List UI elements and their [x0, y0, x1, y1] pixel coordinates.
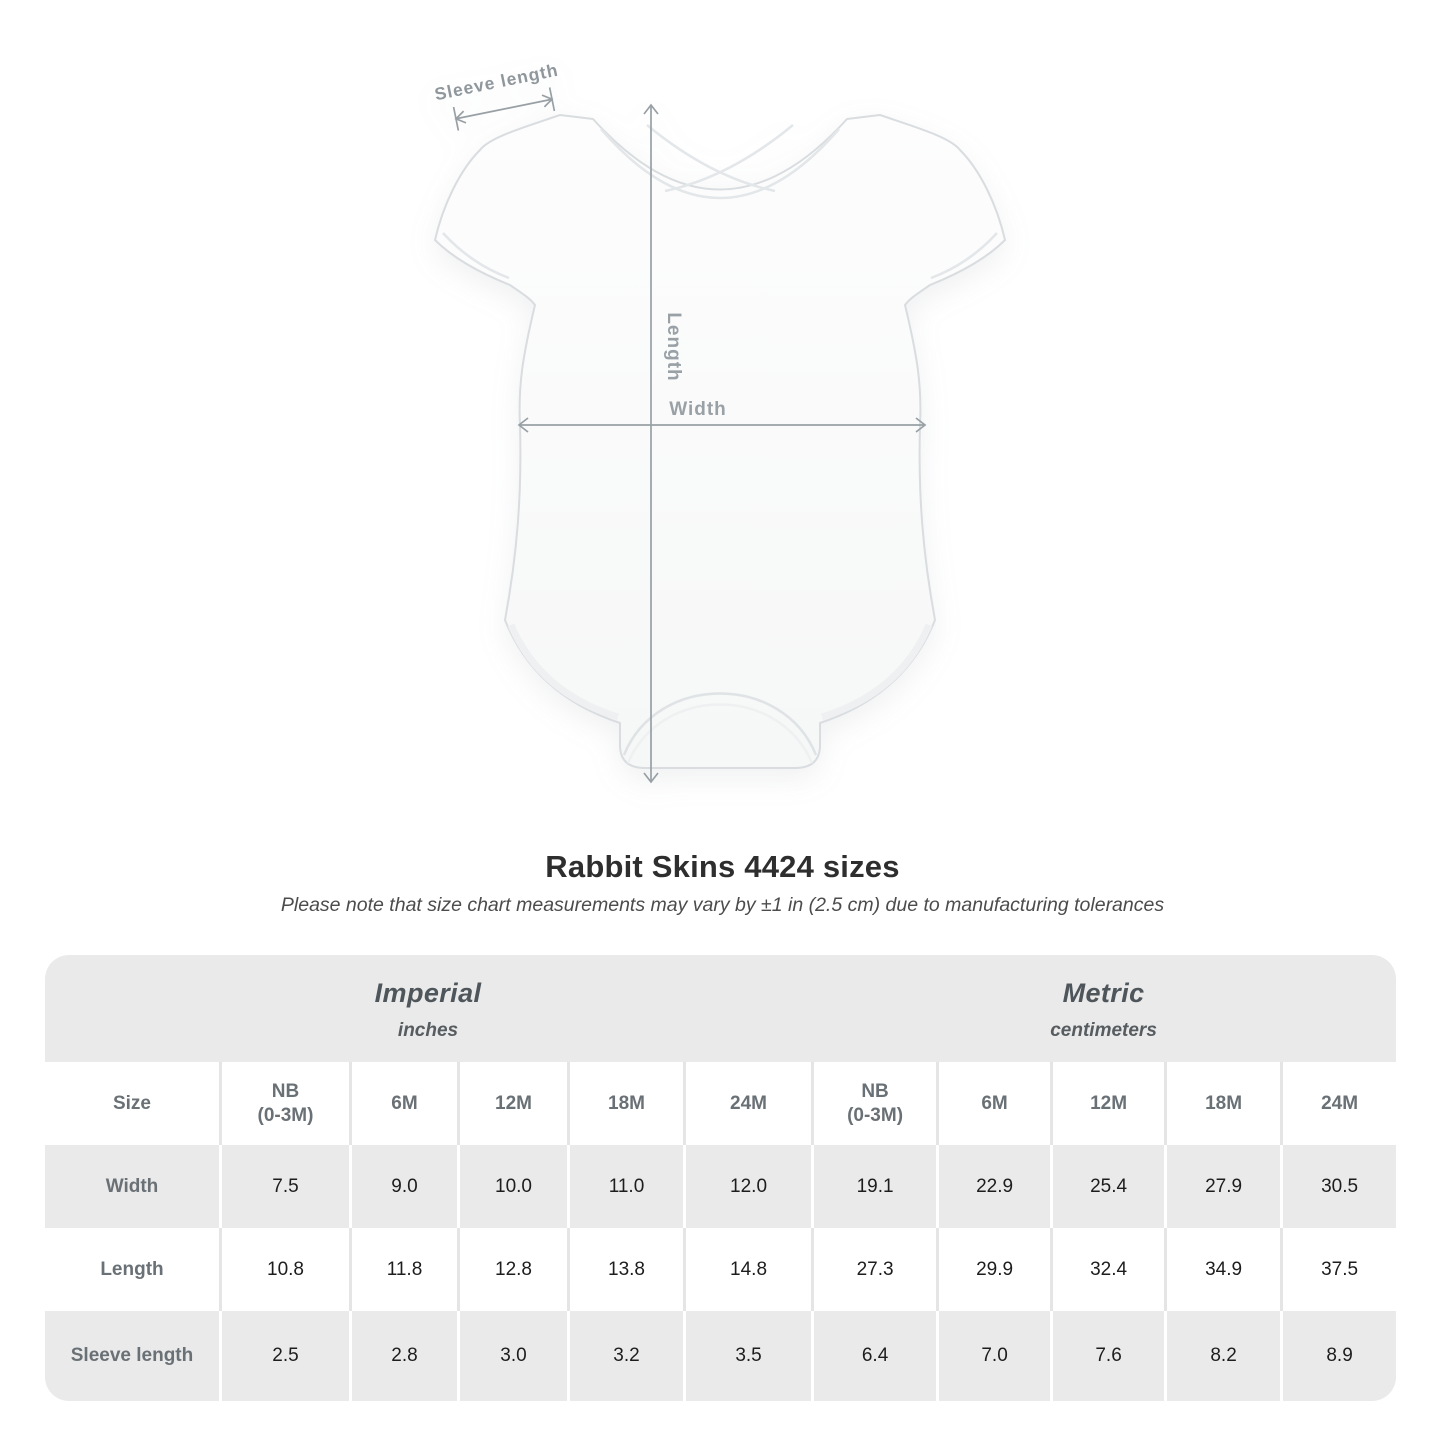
- length-label: Length: [663, 312, 684, 381]
- size-value-cell: 8.9: [1280, 1311, 1396, 1401]
- onesie-diagram: Length Width Sleeve length: [433, 60, 1006, 784]
- size-table: Imperial inches Metric centimeters Size …: [45, 955, 1396, 1401]
- size-col-header: NB (0-3M): [811, 1062, 937, 1145]
- size-value-cell: 22.9: [936, 1145, 1051, 1228]
- size-value-cell: 32.4: [1050, 1228, 1165, 1311]
- size-value-cell: 27.3: [811, 1228, 937, 1311]
- size-value-cell: 2.8: [349, 1311, 457, 1401]
- size-value-cell: 29.9: [936, 1228, 1051, 1311]
- size-value-cell: 13.8: [567, 1228, 683, 1311]
- size-value-cell: 7.0: [936, 1311, 1051, 1401]
- size-col-header: 18M: [1164, 1062, 1281, 1145]
- size-value-cell: 30.5: [1280, 1145, 1396, 1228]
- size-value-cell: 7.6: [1050, 1311, 1165, 1401]
- size-col-header: NB (0-3M): [219, 1062, 349, 1145]
- width-arrow: [517, 417, 927, 433]
- size-header-row: Size NB (0-3M) 6M 12M 18M 24M NB (0-3M) 6M…: [45, 1062, 1396, 1145]
- size-value-cell: 10.8: [219, 1228, 349, 1311]
- size-value-cell: 11.8: [349, 1228, 457, 1311]
- table-row-width: Width 7.5 9.0 10.0 11.0 12.0 19.1 22.9 2…: [45, 1145, 1396, 1228]
- row-label: Length: [45, 1228, 219, 1311]
- width-label: Width: [669, 399, 727, 420]
- row-label: Width: [45, 1145, 219, 1228]
- page-subtitle: Please note that size chart measurements…: [280, 894, 1165, 916]
- page-title: Rabbit Skins 4424 sizes: [545, 849, 900, 884]
- size-col-header: 24M: [1280, 1062, 1396, 1145]
- sleeve-length-arrow: [452, 87, 556, 131]
- size-value-cell: 3.5: [683, 1311, 812, 1401]
- size-value-cell: 11.0: [567, 1145, 683, 1228]
- metric-band: Metric centimeters: [811, 955, 1396, 1062]
- size-value-cell: 12.8: [457, 1228, 567, 1311]
- size-value-cell: 19.1: [811, 1145, 937, 1228]
- metric-title: Metric: [1062, 977, 1145, 1008]
- imperial-unit: inches: [397, 1019, 459, 1041]
- unit-band-row: Imperial inches Metric centimeters: [45, 955, 1396, 1062]
- onesie-body: [434, 114, 1006, 769]
- size-col-header: 6M: [349, 1062, 457, 1145]
- size-value-cell: 7.5: [219, 1145, 349, 1228]
- size-value-cell: 12.0: [683, 1145, 812, 1228]
- size-value-cell: 3.0: [457, 1311, 567, 1401]
- size-value-cell: 10.0: [457, 1145, 567, 1228]
- length-arrow: [643, 103, 659, 784]
- imperial-title: Imperial: [374, 977, 482, 1008]
- size-value-cell: 34.9: [1164, 1228, 1281, 1311]
- size-value-cell: 14.8: [683, 1228, 812, 1311]
- size-value-cell: 25.4: [1050, 1145, 1165, 1228]
- table-row-length: Length 10.8 11.8 12.8 13.8 14.8 27.3 29.…: [45, 1228, 1396, 1311]
- size-value-cell: 8.2: [1164, 1311, 1281, 1401]
- sleeve-length-label: Sleeve length: [433, 60, 560, 105]
- size-value-cell: 2.5: [219, 1311, 349, 1401]
- size-value-cell: 3.2: [567, 1311, 683, 1401]
- size-value-cell: 37.5: [1280, 1228, 1396, 1311]
- size-col-header: 6M: [936, 1062, 1051, 1145]
- metric-unit: centimeters: [1050, 1019, 1157, 1041]
- size-col-header: 18M: [567, 1062, 683, 1145]
- size-corner-label: Size: [45, 1062, 219, 1145]
- size-col-header: 12M: [1050, 1062, 1165, 1145]
- size-value-cell: 6.4: [811, 1311, 937, 1401]
- size-value-cell: 27.9: [1164, 1145, 1281, 1228]
- imperial-band: Imperial inches: [45, 955, 812, 1062]
- size-col-header: 24M: [683, 1062, 812, 1145]
- size-col-header: 12M: [457, 1062, 567, 1145]
- row-label: Sleeve length: [45, 1311, 219, 1401]
- table-row-sleeve-length: Sleeve length 2.5 2.8 3.0 3.2 3.5 6.4 7.…: [45, 1311, 1396, 1401]
- size-value-cell: 9.0: [349, 1145, 457, 1228]
- size-table-container: Imperial inches Metric centimeters Size …: [45, 955, 1396, 1401]
